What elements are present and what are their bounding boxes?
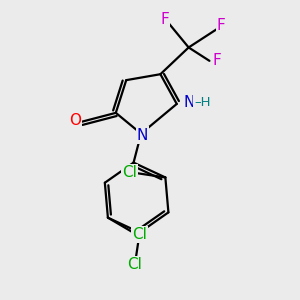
Text: O: O bbox=[69, 113, 81, 128]
Text: –H: –H bbox=[194, 96, 211, 109]
Text: N: N bbox=[183, 95, 195, 110]
Text: Cl: Cl bbox=[127, 257, 142, 272]
Text: Cl: Cl bbox=[122, 165, 136, 180]
Text: Cl: Cl bbox=[132, 227, 147, 242]
Text: F: F bbox=[217, 18, 226, 33]
Text: F: F bbox=[212, 53, 221, 68]
Text: F: F bbox=[160, 12, 169, 27]
Text: N: N bbox=[137, 128, 148, 142]
